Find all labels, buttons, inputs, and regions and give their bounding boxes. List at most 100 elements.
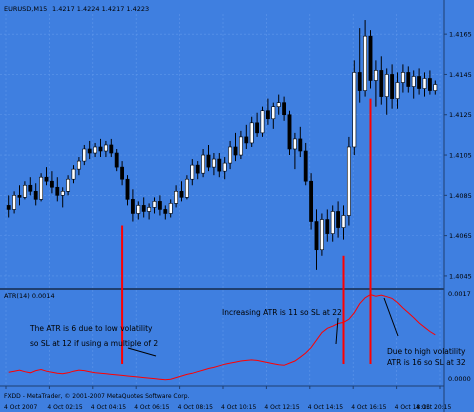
candle-bearish [357,72,362,91]
candle-bullish [222,162,227,172]
candle-bearish [244,136,249,144]
candle-bullish [12,195,17,210]
candle-bullish [384,74,389,97]
annotation-high-volatility-line1: Due to high volatility [387,347,466,356]
candle-bearish [87,148,92,154]
time-tick-label: 4 Oct 2007 [4,404,37,411]
price-axis: 1.4165 1.4145 1.4125 1.4105 1.4085 1.4065 1.40… [444,31,472,280]
candle-bullish [411,76,416,87]
candle-bullish [260,110,265,134]
atr-top-value: 0.0017 [448,290,471,298]
candle-bullish [292,138,297,150]
candle-bearish [233,146,238,156]
annotation-low-volatility-pointer [127,347,157,357]
candle-bullish [136,205,141,214]
candle-bearish [314,221,319,251]
candle-bearish [163,209,168,214]
candle-bullish [400,72,405,83]
candle-bearish [265,110,270,120]
annotation-low-volatility: The ATR is 6 due to low volatility so SL… [29,324,158,348]
candle-bullish [82,148,87,162]
candle-bullish [184,178,189,198]
annotation-low-volatility-line1: The ATR is 6 due to low volatility [29,324,153,333]
price-tick-label: 1.4165 [449,31,472,39]
candle-bullish [228,146,233,164]
candlestick-series [6,20,438,270]
time-tick-label: 4 Oct 12:15 [264,404,299,411]
candle-bearish [406,72,411,87]
candle-bearish [325,219,330,234]
candle-bullish [276,102,281,107]
chart-symbol: EURUSD,M15 [4,5,47,13]
candle-bullish [66,178,71,192]
time-tick-label: 4 Oct 14:15 [308,404,343,411]
price-tick-label: 1.4105 [449,152,472,160]
candle-bearish [98,146,103,152]
broker-copyright: FXDD - MetaTrader, © 2001-2007 MetaQuote… [4,393,190,400]
time-tick-label: 4 Oct 16:15 [351,404,386,411]
annotation-low-volatility-line2: so SL at 12 if using a multiple of 2 [30,339,158,348]
candle-bullish [147,207,152,212]
time-tick-label: 4 Oct 10:15 [221,404,256,411]
candle-bullish [330,211,335,234]
candle-bearish [125,178,130,200]
price-tick-label: 1.4065 [449,232,472,240]
candle-bullish [22,184,27,198]
candle-bearish [309,180,314,222]
candle-bullish [422,78,427,89]
candle-bullish [395,82,400,99]
candle-bullish [346,146,351,216]
time-axis: 4 Oct 2007 4 Oct 02:15 4 Oct 04:15 4 Oct 06… [4,386,451,411]
time-tick-label: 4 Oct 18:15 [395,404,430,411]
candle-bullish [168,203,173,214]
candle-bearish [109,144,114,154]
candle-bullish [93,146,98,154]
candle-bearish [206,154,211,168]
candle-bullish [39,176,44,200]
price-tick-label: 1.4045 [449,272,472,280]
candle-bearish [368,35,373,81]
candle-bearish [6,205,11,210]
candle-bearish [427,78,432,91]
candle-bearish [33,191,38,200]
candle-bullish [60,191,65,196]
candle-bullish [319,219,324,251]
candle-bullish [352,72,357,148]
candle-bearish [303,150,308,182]
chart-ohlc-values: 1.4217 1.4224 1.4217 1.4223 [52,5,149,13]
candle-bullish [76,160,81,170]
candle-bearish [130,199,135,214]
candle-bullish [373,70,378,81]
candle-bullish [249,122,254,144]
annotation-increasing-atr: Increasing ATR is 11 so SL at 22 [222,308,342,317]
candle-bearish [336,211,341,228]
atr-bottom-value: 0.0000 [448,375,471,383]
annotation-increasing-atr-pointer [335,317,339,345]
candle-bearish [390,74,395,99]
time-tick-label: 4 Oct 04:15 [91,404,126,411]
annotation-high-volatility: Due to high volatility ATR is 16 so SL a… [387,347,468,367]
price-tick-label: 1.4085 [449,192,472,200]
time-tick-label: 4 Oct 08:15 [178,404,213,411]
volatility-markers [121,98,372,364]
annotation-high-volatility-line2: ATR is 16 so SL at 32 [387,358,466,367]
candle-bullish [201,154,206,174]
candle-bearish [255,122,260,134]
candle-bearish [157,201,162,210]
candle-bullish [238,136,243,156]
atr-indicator-label: ATR(14) 0.0014 [4,292,55,300]
candle-bearish [179,191,184,198]
candle-bearish [195,164,200,174]
atr-line [8,294,436,381]
candle-bearish [44,176,49,182]
time-tick-label: 4 Oct 02:15 [47,404,82,411]
candle-bullish [363,35,368,91]
price-tick-label: 1.4125 [449,111,472,119]
candle-bearish [49,180,54,188]
candle-bullish [211,158,216,168]
candle-bullish [71,168,76,180]
candle-bullish [341,215,346,228]
